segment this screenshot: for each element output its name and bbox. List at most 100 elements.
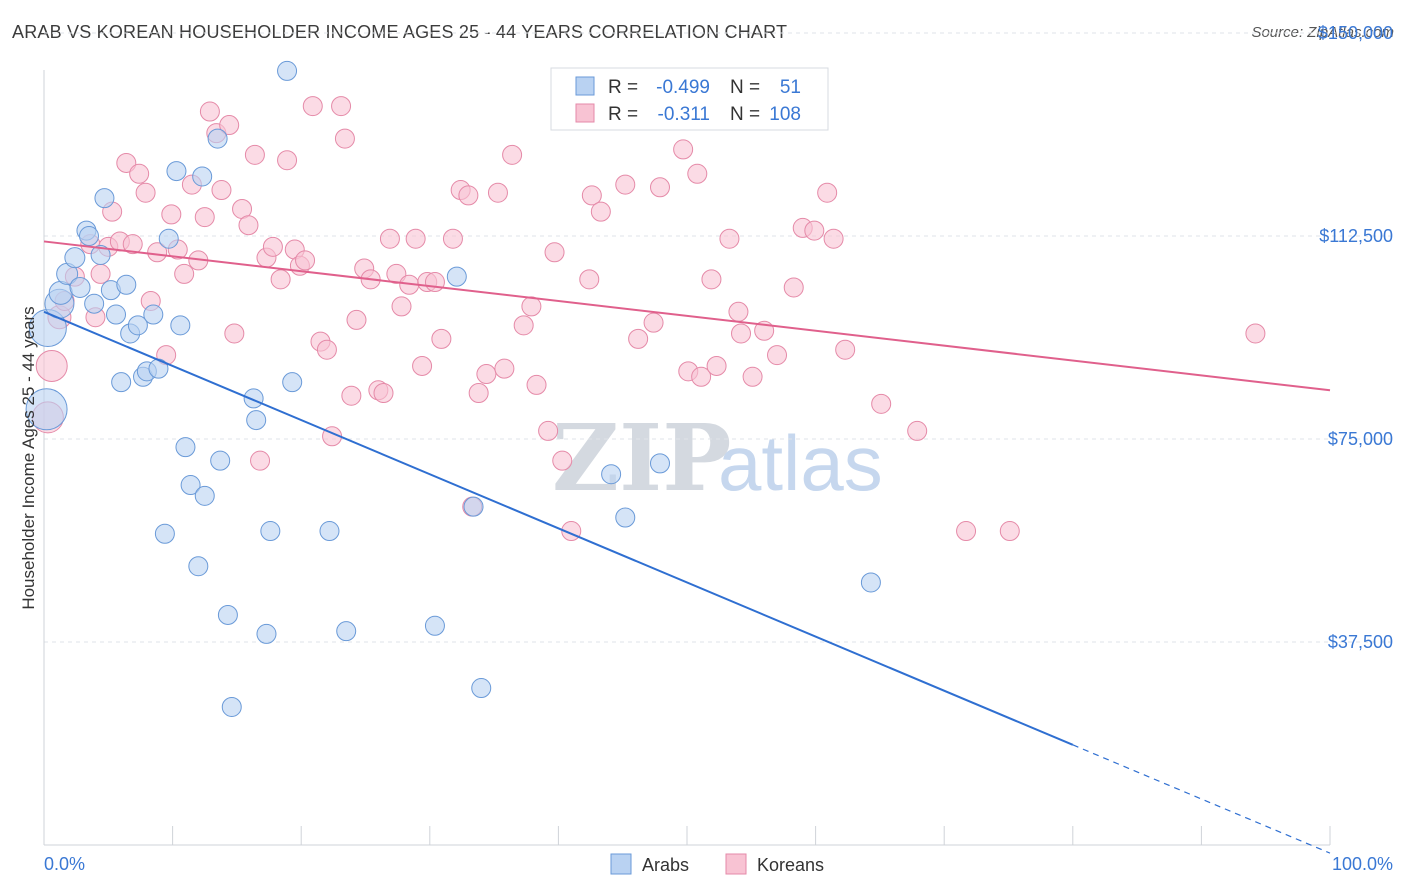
korean-point bbox=[270, 269, 291, 290]
korean-point bbox=[373, 383, 394, 404]
arab-point bbox=[256, 623, 277, 644]
korean-point bbox=[391, 296, 412, 317]
x-tick-marks bbox=[43, 826, 1331, 845]
korean-point bbox=[122, 234, 143, 255]
trend-lines bbox=[43, 240, 1331, 854]
arab-point bbox=[180, 475, 201, 496]
arab-point bbox=[84, 293, 105, 314]
korean-point bbox=[513, 315, 534, 336]
korean-point bbox=[731, 323, 752, 344]
korean-point bbox=[538, 420, 559, 441]
arab-point bbox=[210, 450, 231, 471]
y-tick-label: $75,000 bbox=[1328, 429, 1393, 449]
arab-point bbox=[192, 166, 213, 187]
arab-point bbox=[143, 304, 164, 325]
arab-point bbox=[463, 496, 484, 517]
arab-point bbox=[69, 276, 91, 298]
korean-point bbox=[135, 182, 156, 203]
korean-point bbox=[405, 228, 426, 249]
korean-point bbox=[999, 521, 1020, 542]
y-tick-label: $37,500 bbox=[1328, 632, 1393, 652]
arab-point bbox=[158, 228, 179, 249]
legend-koreans-r-value: -0.311 bbox=[658, 104, 710, 125]
korean-point bbox=[628, 328, 649, 349]
korean-point bbox=[424, 272, 445, 293]
korean-point bbox=[379, 228, 400, 249]
korean-point bbox=[161, 204, 182, 225]
korean-point bbox=[767, 345, 788, 366]
korean-point bbox=[673, 139, 694, 160]
arab-point bbox=[48, 280, 73, 305]
korean-point bbox=[442, 228, 463, 249]
korean-point bbox=[804, 220, 825, 241]
x-tick-label-min: 0.0% bbox=[44, 854, 85, 874]
korean-point bbox=[476, 364, 497, 385]
legend-arabs-n-label: N = bbox=[730, 77, 760, 98]
arab-point bbox=[860, 572, 881, 593]
legend-koreans-n-value: 108 bbox=[769, 104, 801, 125]
arab-point bbox=[277, 60, 298, 81]
korean-point bbox=[244, 144, 265, 165]
korean-point bbox=[211, 180, 232, 201]
korean-point bbox=[552, 450, 573, 471]
legend-box bbox=[550, 67, 829, 131]
y-tick-labels: $37,500 $75,000 $112,500 $150,000 bbox=[1318, 23, 1393, 652]
arab-point bbox=[246, 410, 267, 431]
arab-point bbox=[282, 372, 303, 393]
arab-point bbox=[90, 244, 111, 265]
arab-point bbox=[116, 274, 137, 295]
arab-point bbox=[194, 485, 215, 506]
arab-point bbox=[127, 315, 148, 336]
arab-point bbox=[25, 388, 68, 431]
korean-point bbox=[250, 450, 271, 471]
y-tick-label: $112,500 bbox=[1319, 226, 1393, 246]
korean-point bbox=[907, 420, 928, 441]
arab-point bbox=[111, 372, 132, 393]
arab-point bbox=[649, 453, 670, 474]
arab-point bbox=[615, 507, 636, 528]
arab-point bbox=[154, 523, 175, 544]
correlation-legend: R = -0.499 N = 51 R = -0.311 N = 108 bbox=[550, 67, 829, 131]
arab-point bbox=[64, 247, 86, 269]
korean-point bbox=[719, 228, 740, 249]
korean-point bbox=[526, 374, 547, 395]
x-tick-label-max: 100.0% bbox=[1332, 854, 1393, 874]
arab-point bbox=[260, 521, 281, 542]
korean-point bbox=[277, 150, 298, 171]
korean-point bbox=[835, 339, 856, 360]
korean-point bbox=[956, 521, 977, 542]
arab-point bbox=[319, 521, 340, 542]
korean-point bbox=[579, 269, 600, 290]
arabs-trend-line bbox=[43, 310, 1074, 746]
legend-koreans-r-label: R = bbox=[608, 104, 638, 125]
korean-point bbox=[262, 236, 283, 257]
korean-point bbox=[334, 128, 355, 149]
bottom-legend-koreans: Koreans bbox=[757, 855, 824, 875]
arab-point bbox=[94, 188, 115, 209]
korean-point bbox=[199, 101, 220, 122]
arab-point bbox=[188, 556, 209, 577]
source-credit: Source: ZipAtlas.com bbox=[1251, 24, 1394, 41]
korean-point bbox=[346, 309, 367, 330]
korean-point bbox=[521, 296, 542, 317]
watermark-atlas: atlas bbox=[718, 419, 883, 507]
watermark-zip: ZIP bbox=[552, 404, 731, 512]
korean-point bbox=[649, 177, 670, 198]
korean-point bbox=[590, 201, 611, 222]
korean-point bbox=[687, 163, 708, 184]
legend-koreans-n-label: N = bbox=[730, 104, 760, 125]
arab-point bbox=[221, 696, 242, 717]
y-tick-label: $150,000 bbox=[1318, 23, 1393, 43]
korean-point bbox=[1245, 323, 1266, 344]
bottom-legend-swatch-arabs bbox=[610, 853, 632, 875]
arab-point bbox=[446, 266, 467, 287]
legend-arabs-n-value: 51 bbox=[780, 77, 801, 98]
arab-point bbox=[170, 315, 191, 336]
legend-swatch-arabs bbox=[575, 76, 595, 96]
arab-point bbox=[166, 161, 187, 182]
arab-point bbox=[601, 464, 622, 485]
korean-point bbox=[728, 301, 749, 322]
korean-point bbox=[494, 358, 515, 379]
bottom-legend-swatch-koreans bbox=[725, 853, 747, 875]
korean-point bbox=[817, 182, 838, 203]
